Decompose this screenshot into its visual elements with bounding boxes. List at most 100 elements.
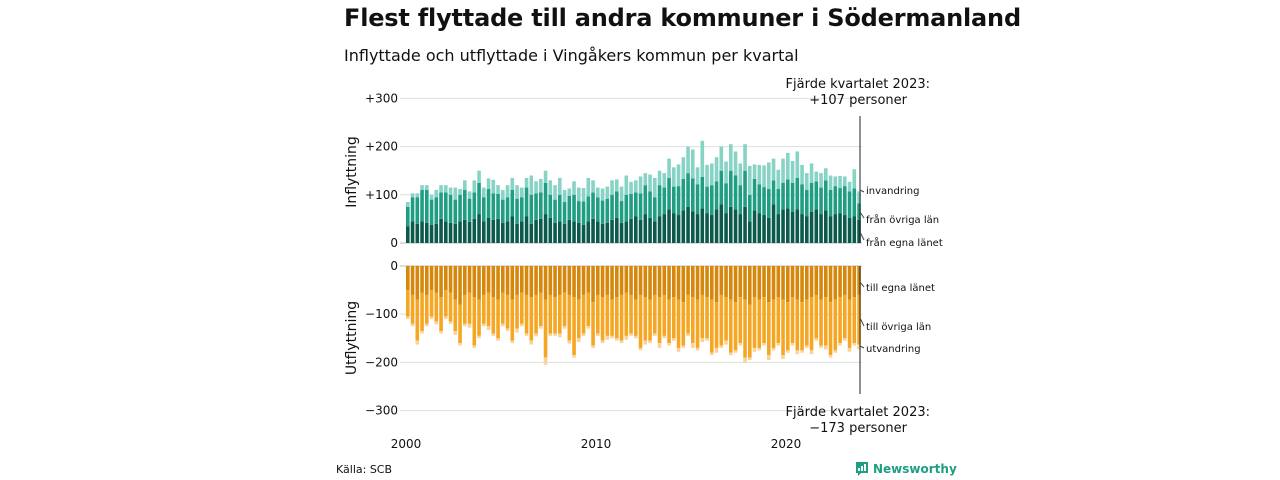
bar-segment [672,338,676,341]
bar-segment [662,214,667,243]
bar-segment [553,297,557,334]
bar-segment [833,266,838,300]
bar-segment [553,222,557,243]
bar-segment [634,335,638,339]
bar-segment [771,299,776,348]
bar-segment [800,214,804,243]
bar-segment [771,347,776,351]
bar-segment [562,292,567,327]
bar-segment [843,186,847,216]
bar-segment [686,333,690,336]
bar-segment [700,140,705,177]
bar-segment [420,185,424,190]
bar-segment [453,266,458,300]
series-label-utvandring: utvandring [866,344,921,355]
bar-segment [667,158,671,178]
bar-segment [653,333,657,336]
bar-segment [710,266,714,300]
bar-segment [415,197,420,224]
bar-segment [767,355,771,360]
bar-segment [700,294,705,339]
bar-segment [600,188,605,201]
bar-segment [752,178,757,211]
bar-segment [638,294,643,348]
bar-segment [714,157,719,182]
bar-segment [553,333,557,336]
bar-segment [695,347,700,351]
bar-segment [828,216,833,243]
bar-segment [453,223,458,243]
bar-segment [567,340,572,344]
bar-segment [814,171,819,182]
bar-segment [505,197,510,222]
bar-segment [662,187,667,215]
bar-segment [629,294,633,334]
bar-segment [482,266,486,295]
bar-segment [586,196,591,222]
bar-segment [624,194,629,222]
bar-segment [681,266,686,303]
bar-segment [577,266,581,300]
inflow-bars [406,140,861,243]
bar-segment [586,266,591,293]
bar-segment [520,292,524,324]
y-tick-label: +100 [365,188,398,202]
bar-segment [491,297,496,334]
bar-segment [814,181,819,210]
bar-segment [482,221,486,243]
bar-segment [800,302,804,351]
bar-segment [805,345,809,348]
chart-title: Flest flyttade till andra kommuner i Söd… [344,4,1021,32]
bar-segment [767,162,771,190]
bar-segment [738,163,743,186]
bar-segment [491,333,496,336]
bar-segment [406,206,410,227]
bar-segment [819,266,823,300]
bar-segment [743,357,747,363]
bar-segment [524,187,529,217]
bar-segment [691,266,695,298]
bar-segment [567,195,572,220]
bar-segment [410,197,415,222]
bar-segment [757,213,762,243]
bar-segment [795,299,800,351]
bar-segment [852,216,857,243]
bar-segment [558,177,562,195]
bar-segment [472,180,477,193]
bar-segment [724,161,728,184]
bar-segment [410,193,415,198]
bar-segment [667,266,671,300]
bar-segment [643,340,648,345]
bar-segment [776,266,781,298]
bar-segment [415,223,420,243]
bar-segment [819,173,823,188]
bar-segment [610,194,614,220]
bar-segment [648,340,652,344]
bar-segment [505,221,510,243]
bar-segment [695,214,700,243]
bar-segment [486,189,491,218]
bar-segment [724,266,728,298]
bar-segment [558,294,562,334]
bar-segment [406,266,410,291]
bar-segment [686,266,690,295]
bar-segment [809,182,814,212]
bar-segment [762,215,766,243]
bar-segment [448,187,453,195]
bar-segment [477,299,481,336]
bar-segment [705,186,709,214]
bar-segment [857,191,861,204]
bar-segment [653,221,657,243]
bar-segment [543,266,548,300]
bar-segment [615,297,619,339]
bar-segment [805,299,809,346]
bar-segment [600,340,605,344]
bar-segment [800,266,804,303]
bar-segment [619,186,624,202]
bar-segment [809,350,814,355]
bar-segment [629,218,633,243]
bar-segment [505,328,510,332]
grid-lines [400,97,862,412]
series-label-till-egna-lanet: till egna länet [866,283,935,294]
bar-segment [529,340,534,345]
